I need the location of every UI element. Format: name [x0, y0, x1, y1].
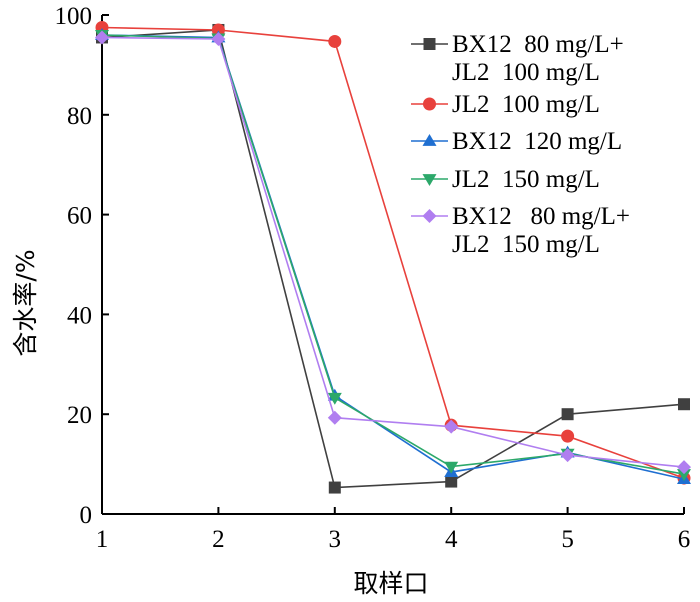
data-point — [677, 469, 691, 482]
series-line — [101, 36, 685, 468]
x-tick-label: 5 — [561, 526, 574, 553]
data-point — [677, 460, 691, 475]
y-tick-label: 60 — [67, 203, 92, 230]
series-3 — [95, 27, 691, 484]
data-point — [95, 30, 109, 45]
y-tick-label: 40 — [67, 302, 92, 329]
legend-label: BX12 80 mg/L+ — [452, 203, 630, 230]
legend-marker — [422, 209, 437, 223]
data-point — [444, 419, 459, 434]
x-tick-label: 3 — [329, 526, 342, 553]
legend-marker — [423, 38, 436, 50]
data-point — [211, 31, 226, 46]
y-axis-title: 含水率/% — [11, 249, 40, 356]
y-tick-label: 100 — [55, 3, 93, 30]
data-point — [444, 461, 459, 474]
legend-marker — [422, 134, 437, 146]
data-point — [211, 23, 225, 37]
legend-label: BX12 80 mg/L+ — [452, 31, 624, 58]
legend-label: JL2 100 mg/L — [452, 59, 600, 86]
data-point — [561, 429, 575, 443]
x-tick-label: 6 — [678, 526, 691, 553]
data-point — [328, 34, 342, 48]
legend-entry-1: BX12 80 mg/L+JL2 100 mg/L — [411, 31, 624, 86]
data-point — [445, 475, 458, 488]
data-point — [327, 392, 342, 405]
series-layer — [95, 20, 691, 494]
series-line — [101, 29, 685, 489]
series-5 — [95, 30, 691, 475]
data-point — [560, 448, 575, 463]
legend-label: JL2 150 mg/L — [452, 166, 600, 193]
y-tick-label: 20 — [67, 402, 92, 429]
legend-marker — [423, 97, 436, 111]
series-2 — [95, 20, 691, 485]
x-tick-label: 1 — [96, 526, 109, 553]
series-4 — [95, 30, 691, 482]
x-tick-label: 2 — [212, 526, 225, 553]
data-point — [328, 481, 341, 494]
legend-label: BX12 120 mg/L — [452, 128, 622, 155]
legend-entry-5: BX12 80 mg/L+JL2 150 mg/L — [411, 203, 630, 258]
series-1 — [96, 23, 690, 494]
legend-entry-2: JL2 100 mg/L — [411, 91, 600, 118]
data-point — [327, 410, 342, 425]
data-point — [561, 408, 574, 421]
series-line — [101, 26, 685, 479]
y-tick-label: 0 — [80, 502, 93, 529]
x-tick-label: 4 — [445, 526, 458, 553]
y-tick-label: 80 — [67, 103, 92, 130]
legend-marker — [422, 174, 437, 186]
legend-label: JL2 150 mg/L — [452, 231, 600, 258]
x-axis-title: 取样口 — [353, 569, 428, 598]
legend-label: JL2 100 mg/L — [452, 91, 600, 118]
legend-entry-4: JL2 150 mg/L — [411, 166, 600, 193]
legend-entry-3: BX12 120 mg/L — [411, 128, 622, 155]
data-point — [678, 398, 690, 411]
